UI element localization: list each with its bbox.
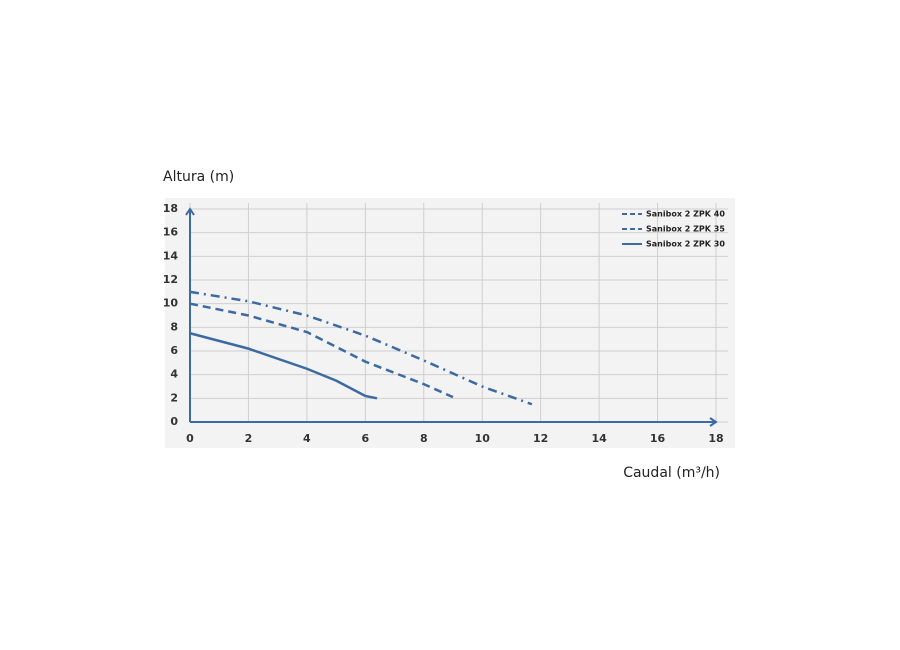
x-tick-label: 2 bbox=[245, 432, 253, 445]
series-line bbox=[189, 302, 454, 399]
y-tick-label: 2 bbox=[170, 391, 178, 404]
legend-label: Sanibox 2 ZPK 30 bbox=[646, 240, 725, 249]
plot-background bbox=[165, 198, 735, 448]
y-tick-label: 12 bbox=[163, 273, 178, 286]
x-tick-label: 18 bbox=[708, 432, 723, 445]
series-line bbox=[189, 332, 378, 400]
y-axis bbox=[185, 207, 195, 422]
y-tick-label: 16 bbox=[163, 226, 179, 239]
y-tick-label: 10 bbox=[163, 297, 179, 310]
x-tick-label: 0 bbox=[186, 432, 194, 445]
x-tick-label: 10 bbox=[475, 432, 491, 445]
x-tick-label: 4 bbox=[303, 432, 311, 445]
x-tick-label: 6 bbox=[362, 432, 370, 445]
y-tick-label: 14 bbox=[163, 249, 179, 262]
y-axis-title: Altura (m) bbox=[163, 169, 234, 185]
x-tick-label: 16 bbox=[650, 432, 666, 445]
x-axis bbox=[190, 417, 718, 427]
legend-label: Sanibox 2 ZPK 35 bbox=[646, 225, 725, 234]
y-tick-label: 0 bbox=[170, 415, 178, 428]
y-tick-label: 6 bbox=[170, 344, 178, 357]
x-tick-label: 14 bbox=[591, 432, 607, 445]
y-tick-label: 8 bbox=[170, 320, 178, 333]
legend-label: Sanibox 2 ZPK 40 bbox=[646, 210, 725, 219]
y-tick-label: 18 bbox=[163, 202, 178, 215]
x-tick-label: 8 bbox=[420, 432, 428, 445]
series-line bbox=[189, 290, 533, 406]
x-tick-label: 12 bbox=[533, 432, 548, 445]
y-tick-label: 4 bbox=[170, 368, 178, 381]
plot: 0 2 4 6 8 10 12 14 16 18 0 2 4 6 8 10 12 14 16 18 Sanibox 2 … bbox=[163, 202, 728, 445]
x-axis-title: Caudal (m³/h) bbox=[623, 465, 720, 481]
